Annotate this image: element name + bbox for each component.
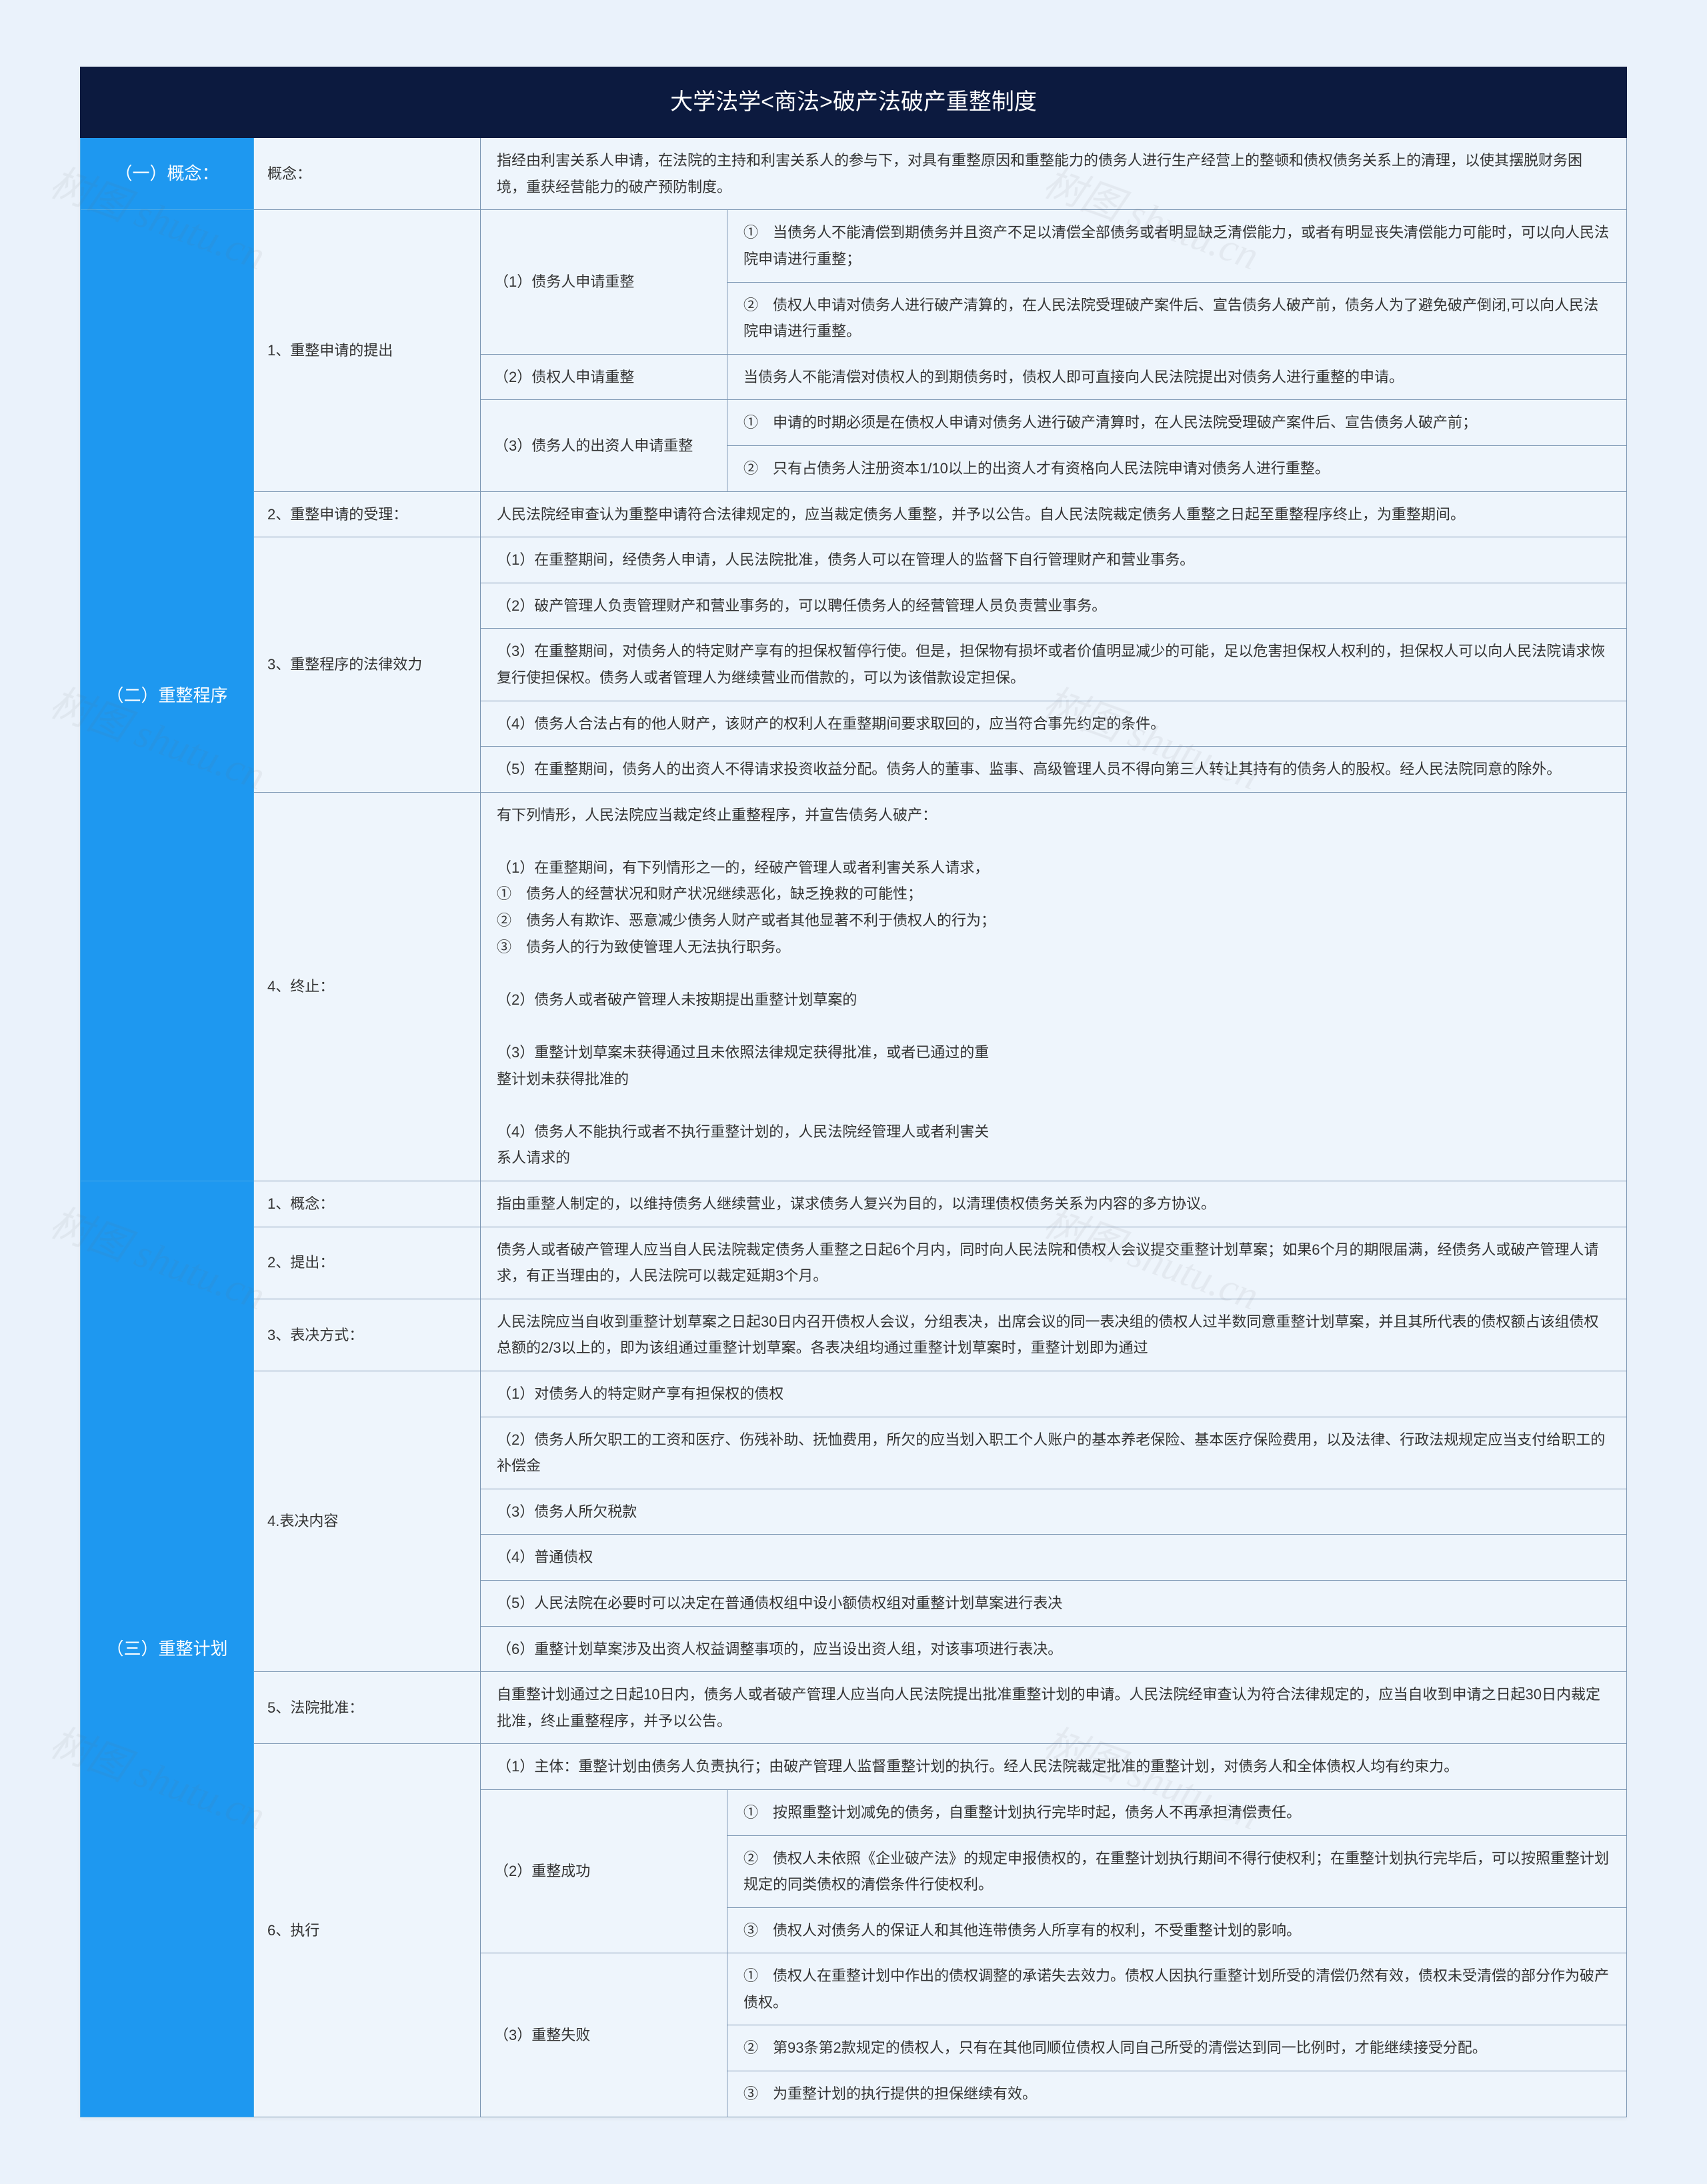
sub2-label: （2）债权人申请重整 [481, 354, 727, 400]
cell-content: ② 第93条第2款规定的债权人，只有在其他同顺位债权人同自己所受的清偿达到同一比… [727, 2025, 1627, 2071]
sub-label: 3、表决方式： [254, 1299, 481, 1371]
cell-content: ③ 债权人对债务人的保证人和其他连带债务人所享有的权利，不受重整计划的影响。 [727, 1907, 1627, 1953]
cell-content: 自重整计划通过之日起10日内，债务人或者破产管理人应当向人民法院提出批准重整计划… [481, 1672, 1627, 1744]
sub-label: 6、执行 [254, 1744, 481, 2117]
cell-content: （2）破产管理人负责管理财产和营业事务的，可以聘任债务人的经营管理人员负责营业事… [481, 583, 1627, 629]
cell-content: 当债务人不能清偿对债权人的到期债务时，债权人即可直接向人民法院提出对债务人进行重… [727, 354, 1627, 400]
cell-content: （2）债务人所欠职工的工资和医疗、伤残补助、抚恤费用，所欠的应当划入职工个人账户… [481, 1417, 1627, 1489]
sub2-label: （2）重整成功 [481, 1789, 727, 1953]
cell-content: ① 债权人在重整计划中作出的债权调整的承诺失去效力。债权人因执行重整计划所受的清… [727, 1953, 1627, 2025]
table-title: 大学法学<商法>破产法破产重整制度 [81, 67, 1627, 138]
cell-content: ② 债权人申请对债务人进行破产清算的，在人民法院受理破产案件后、宣告债务人破产前… [727, 282, 1627, 354]
cell-content: （4）普通债权 [481, 1535, 1627, 1581]
cell-content: ② 只有占债务人注册资本1/10以上的出资人才有资格向人民法院申请对债务人进行重… [727, 445, 1627, 491]
cell-content: ③ 为重整计划的执行提供的担保继续有效。 [727, 2071, 1627, 2117]
section-label: （三）重整计划 [81, 1181, 254, 2117]
cell-content: 指经由利害关系人申请，在法院的主持和利害关系人的参与下，对具有重整原因和重整能力… [481, 138, 1627, 210]
cell-content: （4）债务人合法占有的他人财产，该财产的权利人在重整期间要求取回的，应当符合事先… [481, 701, 1627, 747]
cell-content: ① 申请的时期必须是在债权人申请对债务人进行破产清算时，在人民法院受理破产案件后… [727, 400, 1627, 446]
sub-label: 2、重整申请的受理： [254, 491, 481, 537]
cell-content: 人民法院经审查认为重整申请符合法律规定的，应当裁定债务人重整，并予以公告。自人民… [481, 491, 1627, 537]
sub2-label: （1）债务人申请重整 [481, 210, 727, 354]
cell-content: （6）重整计划草案涉及出资人权益调整事项的，应当设出资人组，对该事项进行表决。 [481, 1626, 1627, 1672]
cell-content: （5）人民法院在必要时可以决定在普通债权组中设小额债权组对重整计划草案进行表决 [481, 1580, 1627, 1626]
cell-content: 人民法院应当自收到重整计划草案之日起30日内召开债权人会议，分组表决，出席会议的… [481, 1299, 1627, 1371]
sub2-label: （3）债务人的出资人申请重整 [481, 400, 727, 491]
cell-content: 债务人或者破产管理人应当自人民法院裁定债务人重整之日起6个月内，同时向人民法院和… [481, 1227, 1627, 1299]
document-table: 大学法学<商法>破产法破产重整制度（一）概念：概念：指经由利害关系人申请，在法院… [80, 67, 1627, 2117]
section-label: （二）重整程序 [81, 210, 254, 1181]
cell-content: ① 当债务人不能清偿到期债务并且资产不足以清偿全部债务或者明显缺乏清偿能力，或者… [727, 210, 1627, 282]
sub-label: 4.表决内容 [254, 1371, 481, 1671]
cell-content: （5）在重整期间，债务人的出资人不得请求投资收益分配。债务人的董事、监事、高级管… [481, 747, 1627, 793]
section-label: （一）概念： [81, 138, 254, 210]
sub-label: 1、概念： [254, 1181, 481, 1227]
cell-content: （3）债务人所欠税款 [481, 1489, 1627, 1535]
sub-label: 2、提出： [254, 1227, 481, 1299]
sub-label: 3、重整程序的法律效力 [254, 537, 481, 793]
cell-content: ① 按照重整计划减免的债务，自重整计划执行完毕时起，债务人不再承担清偿责任。 [727, 1789, 1627, 1835]
cell-content: 指由重整人制定的，以维持债务人继续营业，谋求债务人复兴为目的，以清理债权债务关系… [481, 1181, 1627, 1227]
sub2-label: （3）重整失败 [481, 1953, 727, 2117]
cell-content: 有下列情形，人民法院应当裁定终止重整程序，并宣告债务人破产： （1）在重整期间，… [481, 792, 1627, 1181]
sub-label: 5、法院批准： [254, 1672, 481, 1744]
sub-label: 概念： [254, 138, 481, 210]
cell-content: （1）主体：重整计划由债务人负责执行；由破产管理人监督重整计划的执行。经人民法院… [481, 1744, 1627, 1790]
sub-label: 1、重整申请的提出 [254, 210, 481, 491]
cell-content: ② 债权人未依照《企业破产法》的规定申报债权的，在重整计划执行期间不得行使权利；… [727, 1835, 1627, 1907]
sub-label: 4、终止： [254, 792, 481, 1181]
main-table: 大学法学<商法>破产法破产重整制度（一）概念：概念：指经由利害关系人申请，在法院… [80, 67, 1627, 2117]
cell-content: （1）在重整期间，经债务人申请，人民法院批准，债务人可以在管理人的监督下自行管理… [481, 537, 1627, 583]
cell-content: （3）在重整期间，对债务人的特定财产享有的担保权暂停行使。但是，担保物有损坏或者… [481, 629, 1627, 701]
cell-content: （1）对债务人的特定财产享有担保权的债权 [481, 1371, 1627, 1417]
